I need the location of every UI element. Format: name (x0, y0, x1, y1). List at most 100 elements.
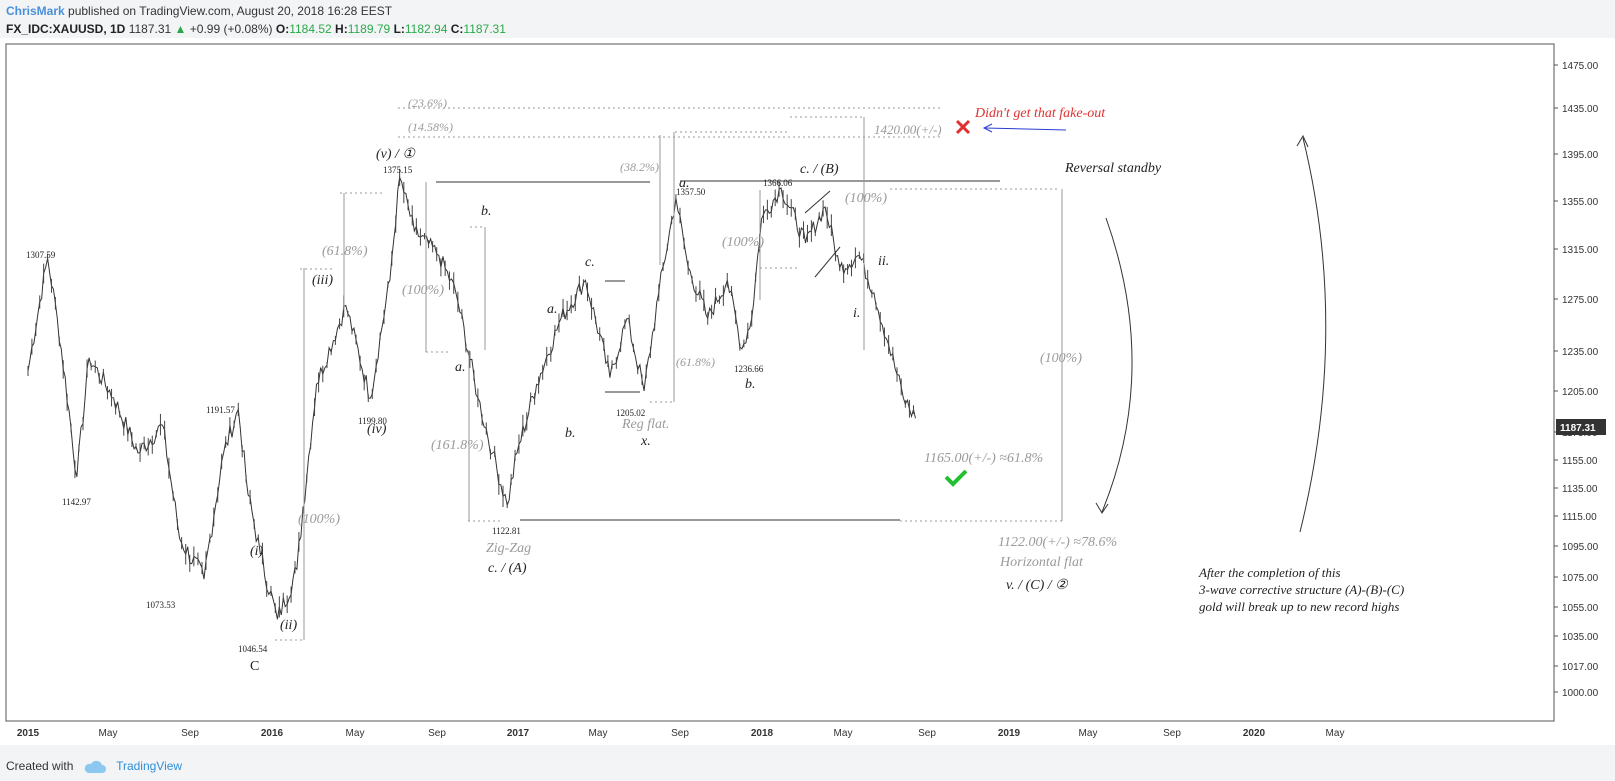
wave-a-3: a. (679, 176, 690, 191)
down-arrow-head (1095, 502, 1109, 514)
publish-line: ChrisMark published on TradingView.com, … (6, 4, 392, 18)
last-price: 1187.31 (128, 22, 172, 36)
label-1236: 1236.66 (734, 364, 764, 374)
x-tick-label: 2016 (261, 728, 284, 738)
price-labels: 1307.59 1142.97 1073.53 1191.57 1046.54 … (26, 165, 793, 654)
created-with: Created with TradingView (6, 759, 182, 774)
fib-61-8-b: (61.8%) (676, 355, 715, 369)
tradingview-link[interactable]: TradingView (116, 759, 183, 773)
red-x-icon (955, 119, 971, 135)
wave-iii: (iii) (312, 273, 333, 288)
close-label: C: (450, 22, 464, 36)
wave-a-1: a. (455, 360, 466, 375)
y-tick-label: 1115.00 (1562, 512, 1597, 523)
x-tick-label: May (589, 728, 608, 738)
x-tick-label: Sep (671, 728, 689, 738)
tradingview-cloud-icon (84, 760, 106, 773)
fib-lines (275, 107, 1065, 641)
zig-zag: Zig-Zag (486, 541, 531, 556)
x-tick-label: 2017 (507, 728, 530, 738)
published-text: published on TradingView.com, August 20,… (68, 4, 393, 18)
outlook-line-1: After the completion of this (1198, 565, 1341, 580)
chart-area[interactable]: 1475.00 1435.00 1395.00 1355.00 1315.00 1275.… (0, 38, 1615, 739)
fib-38-2: (38.2%) (620, 160, 659, 174)
y-tick-label: 1135.00 (1562, 484, 1598, 495)
y-tick-label: 1055.00 (1562, 603, 1599, 614)
label-1142: 1142.97 (62, 497, 91, 507)
y-axis: 1475.00 1435.00 1395.00 1355.00 1315.00 1275.… (1554, 61, 1599, 699)
projection-arrows (1095, 134, 1327, 533)
y-tick-label: 1075.00 (1562, 573, 1599, 584)
y-tick-label: 1155.00 (1562, 456, 1598, 467)
price-chart[interactable]: 1475.00 1435.00 1395.00 1355.00 1315.00 1275.… (0, 38, 1615, 739)
y-tick-label: 1435.00 (1562, 104, 1599, 115)
wave-c-1: c. (585, 255, 595, 270)
x-tick-label: May (834, 728, 853, 738)
reg-flat: Reg flat. (621, 417, 669, 432)
high-value: 1189.79 (347, 22, 391, 36)
y-tick-label: 1095.00 (1562, 542, 1599, 553)
symbol-label[interactable]: FX_IDC:XAUUSD, 1D (6, 22, 126, 36)
y-tick-label: 1315.00 (1562, 245, 1599, 256)
fib-100-b: (100%) (402, 283, 444, 298)
fib-161-8: (161.8%) (431, 438, 484, 453)
x-tick-label: 2015 (17, 728, 40, 738)
wave-v-C-2: v. / (C) / ② (1006, 578, 1069, 593)
wave-v-1: (v) / ① (376, 147, 416, 162)
created-text: Created with (6, 759, 74, 773)
x-tick-label: Sep (181, 728, 199, 738)
wave-c-B: c. / (B) (800, 162, 839, 177)
guide-lines (436, 180, 1000, 521)
fib-labels: (61.8%) (100%) (100%) (161.8%) Zig-Zag R… (298, 96, 1117, 570)
horizontal-flat: Horizontal flat (999, 555, 1084, 570)
wave-b-1: b. (481, 204, 492, 219)
y-tick-label: 1000.00 (1562, 688, 1599, 699)
fib-23-6: (23.6%) (408, 96, 447, 110)
author-link[interactable]: ChrisMark (6, 4, 65, 18)
y-tick-label: 1235.00 (1562, 347, 1599, 358)
x-tick-label: 2020 (1243, 728, 1266, 738)
wave-ii: (ii) (280, 618, 297, 633)
chart-header: ChrisMark published on TradingView.com, … (0, 0, 1615, 38)
up-arrow-curve (1299, 137, 1327, 533)
wave-i-small: i. (853, 306, 860, 321)
label-1205: 1205.02 (616, 408, 645, 418)
fakeout-arrow-head (982, 123, 993, 133)
label-1375: 1375.15 (383, 165, 413, 175)
up-arrow-head (1296, 134, 1309, 148)
target-1420: 1420.00(+/-) (874, 122, 942, 137)
fib-14-58: (14.58%) (408, 120, 453, 134)
y-tick-label: 1275.00 (1562, 295, 1599, 306)
last-price-tag: 1187.31 (1556, 419, 1606, 435)
label-1073: 1073.53 (146, 600, 176, 610)
x-tick-label: 2018 (751, 728, 774, 738)
open-value: 1184.52 (289, 22, 332, 36)
wave-a-2: a. (547, 302, 558, 317)
target-1122: 1122.00(+/-) ≈78.6% (998, 535, 1117, 550)
wave-C: C (250, 659, 259, 674)
label-1307: 1307.59 (26, 250, 56, 260)
fib-100-e: (100%) (1040, 351, 1082, 366)
wave-ii-small: ii. (878, 254, 889, 269)
open-label: O: (275, 22, 290, 36)
wave-iv: (iv) (367, 422, 387, 437)
outlook-note: After the completion of this 3-wave corr… (1198, 565, 1404, 614)
fib-100-d: (100%) (845, 191, 887, 206)
fakeout-note: Didn't get that fake-out (974, 106, 1106, 121)
ohlc-line: FX_IDC:XAUUSD, 1D 1187.31 ▲ +0.99 (+0.08… (6, 22, 506, 36)
fib-verticals (303, 117, 1063, 640)
x-tick-label: 2019 (998, 728, 1021, 738)
y-tick-label: 1205.00 (1562, 387, 1599, 398)
x-tick-label: Sep (428, 728, 446, 738)
y-tick-label: 1017.00 (1562, 662, 1599, 673)
wave-labels: (i) (ii) (iii) (iv) (v) / ① C a. b. c. a… (250, 147, 1162, 674)
x-tick-label: May (1326, 728, 1345, 738)
last-price-tag-label: 1187.31 (1560, 423, 1596, 434)
target-1165: 1165.00(+/-) ≈61.8% (924, 451, 1043, 466)
label-1046: 1046.54 (238, 644, 268, 654)
down-arrow-curve (1101, 217, 1133, 513)
close-value: 1187.31 (463, 22, 506, 36)
reversal-standby: Reversal standby (1064, 161, 1162, 176)
y-tick-label: 1475.00 (1562, 61, 1599, 72)
wave-i: (i) (250, 544, 264, 559)
